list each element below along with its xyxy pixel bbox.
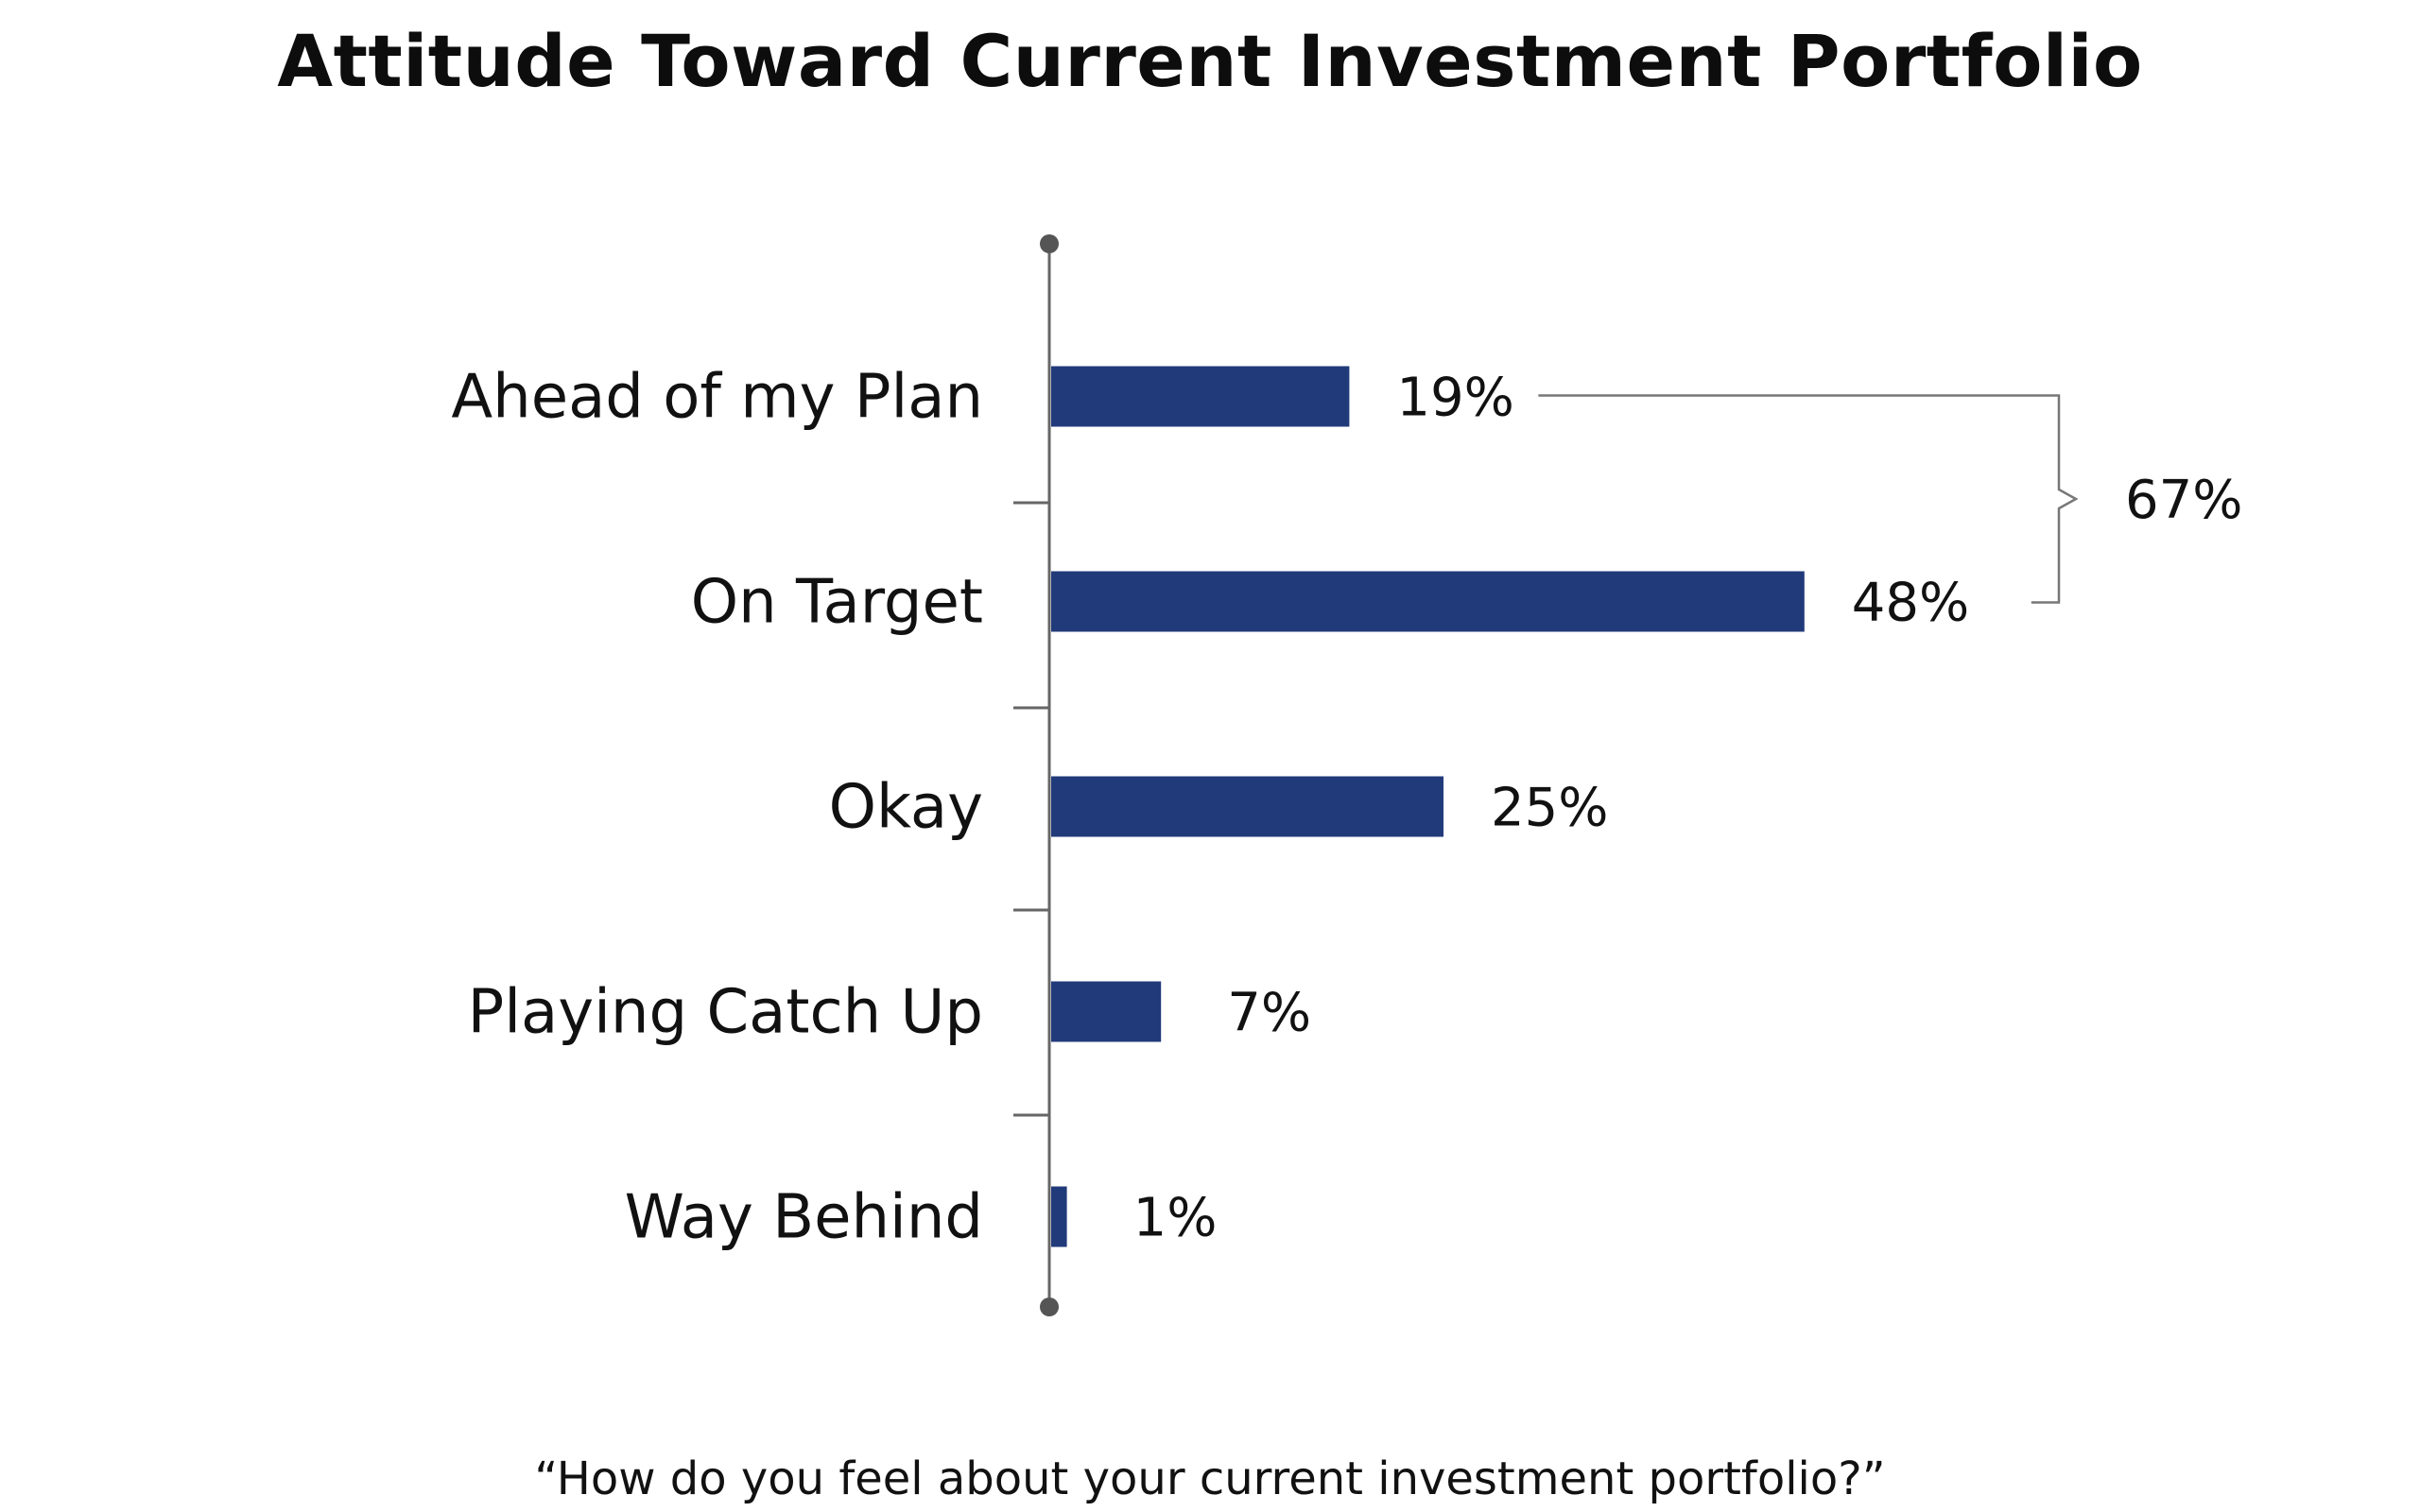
value-label: 48% bbox=[1852, 573, 1969, 634]
value-label: 7% bbox=[1227, 983, 1311, 1044]
survey-question-caption: “How do you feel about your current inve… bbox=[534, 1452, 1886, 1505]
bar bbox=[1051, 1186, 1067, 1247]
value-label: 1% bbox=[1133, 1188, 1218, 1249]
value-label: 25% bbox=[1491, 778, 1608, 839]
bracket-total-label: 67% bbox=[2125, 470, 2242, 531]
bar bbox=[1051, 571, 1805, 632]
chart-title: Attitude Toward Current Investment Portf… bbox=[277, 19, 2143, 103]
category-label: Playing Catch Up bbox=[468, 978, 983, 1048]
category-label: On Target bbox=[691, 568, 983, 638]
category-label: Okay bbox=[829, 773, 983, 843]
bar bbox=[1051, 776, 1443, 837]
bar bbox=[1051, 981, 1162, 1042]
bars-layer bbox=[1051, 366, 1805, 1247]
axis-top-dot bbox=[1040, 234, 1059, 253]
category-label: Way Behind bbox=[625, 1183, 983, 1253]
axis-layer bbox=[1013, 234, 1059, 1316]
value-label: 19% bbox=[1396, 368, 1513, 429]
axis-bottom-dot bbox=[1040, 1297, 1059, 1316]
bracket-annotation: 67% bbox=[1538, 394, 2242, 604]
bar bbox=[1051, 366, 1350, 427]
bracket-line bbox=[1538, 394, 2079, 604]
category-label: Ahead of my Plan bbox=[451, 363, 983, 433]
labels-layer: Ahead of my Plan 19% On Target 48% Okay 25% Pl… bbox=[451, 363, 1969, 1253]
